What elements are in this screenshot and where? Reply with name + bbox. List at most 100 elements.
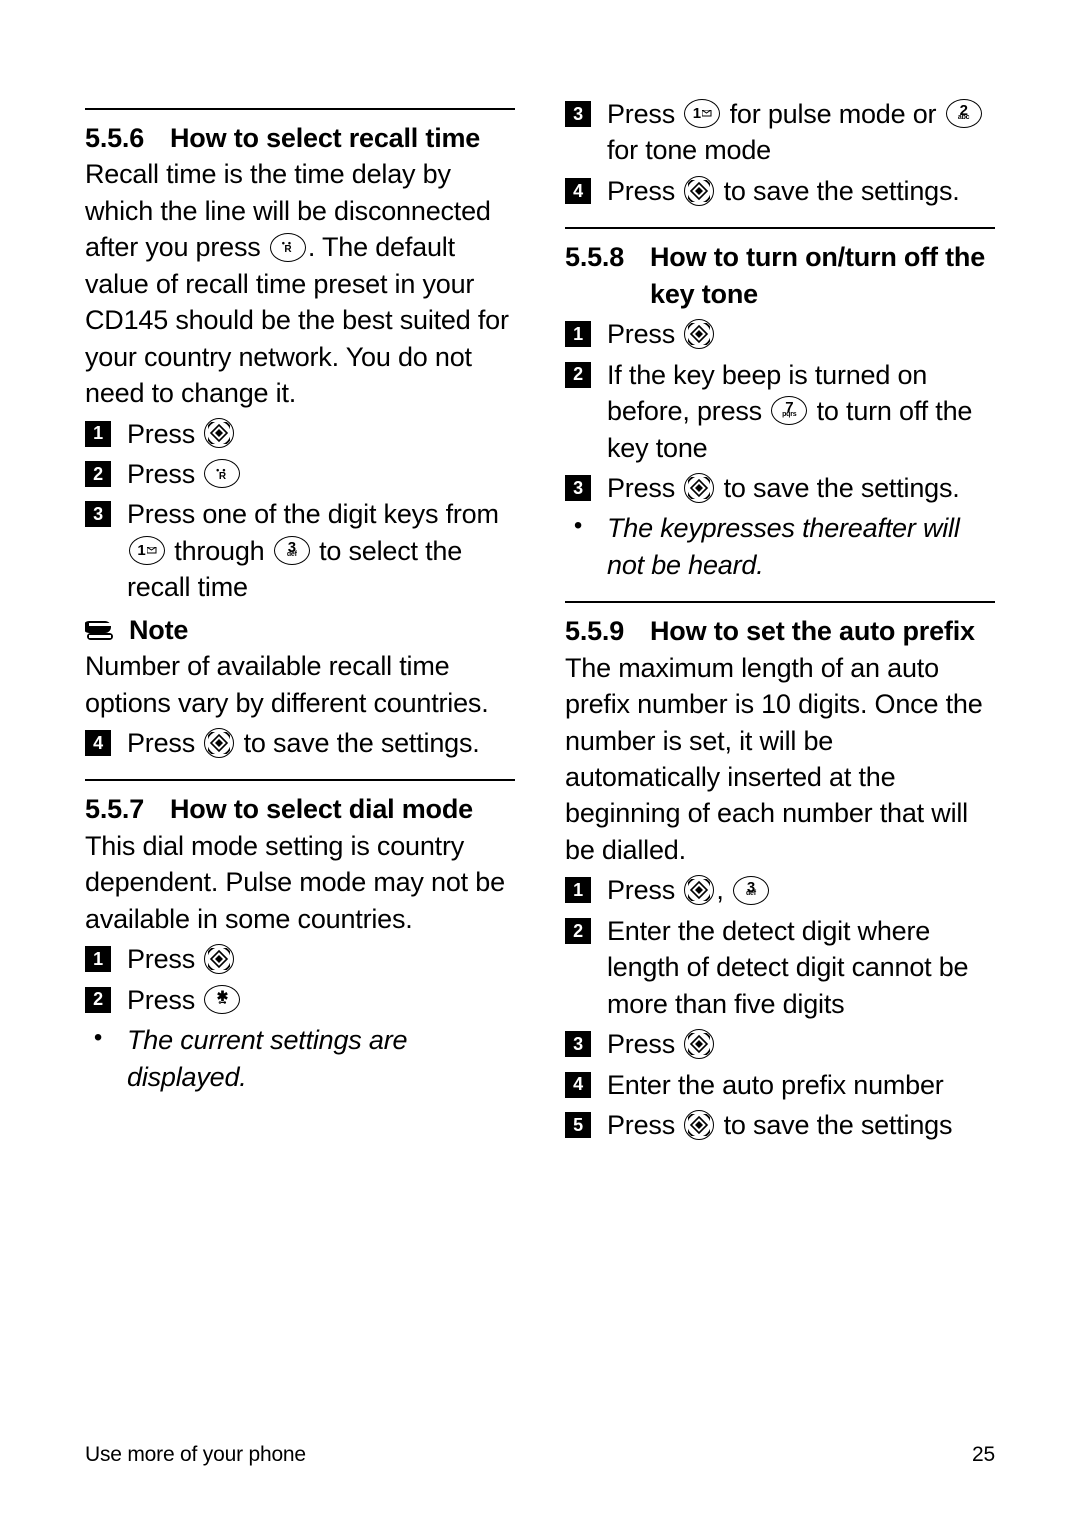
step-3: 3 Press one of the digit keys from 1 thr…: [85, 496, 515, 605]
step-number-badge: 2: [565, 362, 591, 388]
step-text: Press one of the digit keys from: [127, 499, 499, 529]
result-bullet: • The keypresses thereafter will not be …: [565, 510, 995, 583]
step-body: Press to save the settings.: [607, 470, 995, 506]
step-number-badge: 3: [565, 1031, 591, 1057]
heading-number: 5.5.6: [85, 120, 170, 156]
step-text: Press: [607, 473, 682, 503]
heading-number: 5.5.7: [85, 791, 170, 827]
step-1: 1 Press , 3def: [565, 872, 995, 908]
note-icon: [85, 617, 115, 643]
step-4: 4 Enter the auto prefix number: [565, 1067, 995, 1103]
diamond-icon: [204, 418, 234, 448]
section-rule: [85, 779, 515, 781]
step-body: Press , 3def: [607, 872, 995, 908]
diamond-icon: [204, 728, 234, 758]
step-text: Press: [127, 459, 202, 489]
key-2-icon: 2abc: [946, 99, 982, 128]
intro-paragraph: This dial mode setting is country depend…: [85, 828, 515, 937]
section-rule: [85, 108, 515, 110]
heading-5-5-8: 5.5.8 How to turn on/turn off the key to…: [565, 239, 995, 312]
step-body: Press one of the digit keys from 1 throu…: [127, 496, 515, 605]
two-column-layout: 5.5.6 How to select recall time Recall t…: [85, 90, 995, 1147]
step-number-badge: 1: [85, 421, 111, 447]
step-text: Press: [127, 419, 202, 449]
bullet-dot: •: [85, 1022, 111, 1053]
step-body: Press: [127, 941, 515, 977]
step-number-badge: 3: [565, 101, 591, 127]
step-body: Enter the detect digit where length of d…: [607, 913, 995, 1022]
heading-title: How to select recall time: [170, 120, 480, 156]
page-footer: Use more of your phone 25: [85, 1443, 995, 1467]
heading-number: 5.5.9: [565, 613, 650, 649]
step-text: Press: [607, 319, 682, 349]
key-1-icon: 1: [129, 536, 165, 565]
step-text: to save the settings.: [716, 176, 959, 206]
step-body: Press to save the settings.: [127, 725, 515, 761]
section-rule: [565, 601, 995, 603]
step-body: If the key beep is turned on before, pre…: [607, 357, 995, 466]
step-4: 4 Press to save the settings.: [565, 173, 995, 209]
step-text: to save the settings.: [236, 728, 479, 758]
heading-title: How to turn on/turn off the key tone: [650, 239, 995, 312]
diamond-icon: [684, 176, 714, 206]
step-2: 2 If the key beep is turned on before, p…: [565, 357, 995, 466]
step-1: 1 Press: [565, 316, 995, 352]
step-body: Press 1 for pulse mode or 2abc for tone …: [607, 96, 995, 169]
footer-left: Use more of your phone: [85, 1443, 306, 1467]
heading-5-5-9: 5.5.9 How to set the auto prefix: [565, 613, 995, 649]
step-number-badge: 5: [565, 1112, 591, 1138]
intro-paragraph: The maximum length of an auto prefix num…: [565, 650, 995, 869]
diamond-icon: [684, 1110, 714, 1140]
step-2: 2 Enter the detect digit where length of…: [565, 913, 995, 1022]
bullet-text: The current settings are displayed.: [127, 1022, 515, 1095]
footer-page-number: 25: [972, 1443, 995, 1467]
step-text: Press: [127, 728, 202, 758]
heading-5-5-7: 5.5.7 How to select dial mode: [85, 791, 515, 827]
right-column: 3 Press 1 for pulse mode or 2abc for ton…: [565, 90, 995, 1147]
manual-page: 5.5.6 How to select recall time Recall t…: [0, 0, 1080, 1527]
step-3: 3 Press to save the settings.: [565, 470, 995, 506]
heading-title: How to select dial mode: [170, 791, 473, 827]
note-text: Number of available recall time options …: [85, 648, 515, 721]
r-key-icon: ••R: [270, 233, 306, 262]
step-3: 3 Press: [565, 1026, 995, 1062]
step-number-badge: 3: [85, 501, 111, 527]
left-column: 5.5.6 How to select recall time Recall t…: [85, 90, 515, 1147]
bullet-text: The keypresses thereafter will not be he…: [607, 510, 995, 583]
heading-5-5-6: 5.5.6 How to select recall time: [85, 120, 515, 156]
step-body: Press: [607, 1026, 995, 1062]
step-1: 1 Press: [85, 941, 515, 977]
key-1-icon: 1: [684, 99, 720, 128]
step-text: to save the settings.: [716, 473, 959, 503]
r-key-icon: ••R: [204, 459, 240, 488]
heading-number: 5.5.8: [565, 239, 650, 275]
step-text: to save the settings: [716, 1110, 952, 1140]
diamond-icon: [684, 473, 714, 503]
step-number-badge: 1: [565, 321, 591, 347]
step-number-badge: 4: [565, 178, 591, 204]
step-body: Press: [607, 316, 995, 352]
step-text: Press: [607, 1029, 682, 1059]
step-number-badge: 1: [85, 946, 111, 972]
result-bullet: • The current settings are displayed.: [85, 1022, 515, 1095]
diamond-icon: [204, 944, 234, 974]
diamond-icon: [684, 319, 714, 349]
step-text: Press: [607, 875, 682, 905]
step-4: 4 Press to save the settings.: [85, 725, 515, 761]
step-number-badge: 2: [565, 918, 591, 944]
step-text: for pulse mode or: [722, 99, 943, 129]
step-text: ,: [716, 875, 731, 905]
step-text: through: [167, 536, 272, 566]
step-text: Press: [127, 985, 202, 1015]
step-body: Press ✱⊶: [127, 982, 515, 1018]
step-text: Press: [127, 944, 202, 974]
step-text: Press: [607, 176, 682, 206]
bullet-dot: •: [565, 510, 591, 541]
key-3-icon: 3def: [733, 876, 769, 905]
step-text: Press: [607, 1110, 682, 1140]
step-body: Press to save the settings.: [607, 173, 995, 209]
key-3-icon: 3def: [274, 536, 310, 565]
intro-paragraph: Recall time is the time delay by which t…: [85, 156, 515, 411]
step-number-badge: 4: [565, 1072, 591, 1098]
step-body: Enter the auto prefix number: [607, 1067, 995, 1103]
